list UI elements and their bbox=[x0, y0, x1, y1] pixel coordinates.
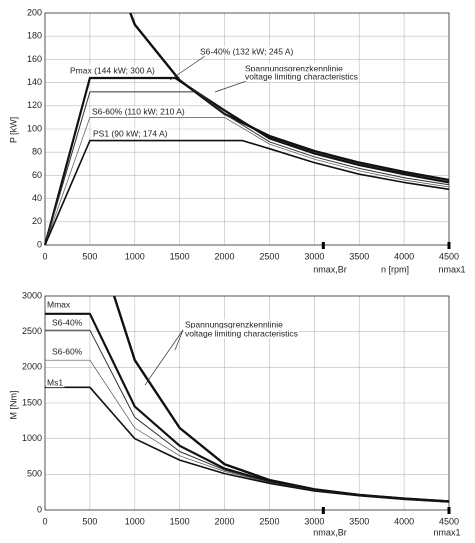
x-tick-label: 500 bbox=[82, 516, 97, 526]
y-tick-label: 20 bbox=[32, 216, 42, 226]
y-tick-label: 80 bbox=[32, 147, 42, 157]
series-line bbox=[45, 359, 450, 503]
annotation: S6-60% (110 kW; 210 A) bbox=[92, 106, 185, 116]
x-marker-label: nmax,Br bbox=[313, 264, 347, 274]
x-tick-label: 2000 bbox=[215, 516, 235, 526]
y-axis-label: P [kW] bbox=[8, 117, 18, 143]
y-tick-label: 2000 bbox=[22, 362, 42, 372]
annotation: PS1 (90 kW; 174 A) bbox=[93, 128, 168, 138]
x-tick-label: 3500 bbox=[349, 251, 369, 261]
y-tick-label: 100 bbox=[27, 123, 42, 133]
y-tick-label: 2500 bbox=[22, 326, 42, 336]
y-tick-label: 140 bbox=[27, 77, 42, 87]
y-axis-label: M [Nm] bbox=[8, 391, 18, 420]
annotation-bg bbox=[51, 317, 84, 328]
x-tick-label: 3000 bbox=[304, 251, 324, 261]
y-tick-label: 0 bbox=[37, 504, 42, 514]
annotation-bg bbox=[46, 299, 72, 310]
x-marker bbox=[447, 242, 451, 249]
y-tick-label: 0 bbox=[37, 239, 42, 249]
series-line bbox=[44, 91, 450, 246]
annotation-bg bbox=[51, 346, 84, 357]
x-tick-label: 1500 bbox=[170, 516, 190, 526]
x-tick-label: 1000 bbox=[125, 251, 145, 261]
x-tick-label: 2500 bbox=[259, 516, 279, 526]
series-line bbox=[45, 329, 450, 503]
y-tick-label: 40 bbox=[32, 193, 42, 203]
annotation-bg bbox=[184, 319, 285, 330]
annotation-bg bbox=[244, 71, 359, 82]
x-marker bbox=[447, 507, 451, 514]
annotation: Spannungsgrenzkennlinie bbox=[185, 319, 283, 329]
x-marker-label: nmax1 bbox=[433, 527, 460, 537]
x-tick-label: 0 bbox=[42, 251, 47, 261]
y-tick-label: 120 bbox=[27, 100, 42, 110]
x-tick-label: 1000 bbox=[125, 516, 145, 526]
annotation: S6-40% bbox=[52, 317, 83, 327]
x-tick-label: 2500 bbox=[259, 251, 279, 261]
x-marker-label: nmax1 bbox=[438, 264, 465, 274]
x-tick-label: 4500 bbox=[439, 251, 459, 261]
x-tick-label: 3500 bbox=[349, 516, 369, 526]
plot-frame bbox=[44, 12, 450, 246]
annotation: S6-60% bbox=[52, 346, 83, 356]
leader-line bbox=[174, 329, 184, 351]
annotation: S6-40% (132 kW; 245 A) bbox=[200, 46, 294, 56]
series-line bbox=[45, 386, 450, 503]
x-tick-label: 500 bbox=[82, 251, 97, 261]
annotation: voltage limiting characteristics bbox=[245, 71, 358, 81]
annotation-bg bbox=[91, 106, 186, 117]
annotation-bg bbox=[46, 377, 65, 388]
annotation: Ms1 bbox=[47, 377, 63, 387]
annotation-bg bbox=[184, 328, 299, 339]
plot-frame bbox=[44, 295, 450, 511]
x-tick-label: 4000 bbox=[394, 516, 414, 526]
leader-line bbox=[144, 329, 184, 386]
series-line bbox=[44, 117, 450, 246]
annotation-bg bbox=[244, 63, 345, 74]
y-tick-label: 160 bbox=[27, 54, 42, 64]
x-tick-label: 4500 bbox=[439, 516, 459, 526]
y-tick-label: 500 bbox=[27, 469, 42, 479]
annotation: voltage limiting characteristics bbox=[185, 328, 298, 338]
annotation: Pmax (144 kW; 300 A) bbox=[70, 65, 155, 75]
y-tick-label: 1500 bbox=[22, 397, 42, 407]
y-tick-label: 180 bbox=[27, 31, 42, 41]
x-marker bbox=[321, 507, 325, 514]
x-tick-label: 1500 bbox=[170, 251, 190, 261]
annotation-bg bbox=[92, 128, 169, 139]
y-tick-label: 1000 bbox=[22, 433, 42, 443]
x-tick-label: 2000 bbox=[215, 251, 235, 261]
y-tick-label: 3000 bbox=[22, 290, 42, 300]
y-tick-label: 60 bbox=[32, 170, 42, 180]
x-tick-label: 3000 bbox=[304, 516, 324, 526]
x-tick-label: 4000 bbox=[394, 251, 414, 261]
annotation-bg bbox=[69, 65, 157, 76]
x-marker bbox=[321, 242, 325, 249]
x-marker-label: nmax,Br bbox=[313, 527, 347, 537]
annotation: Spannungsgrenzkennlinie bbox=[245, 63, 343, 73]
series-line bbox=[129, 12, 450, 182]
y-tick-label: 200 bbox=[27, 7, 42, 17]
x-axis-label: n [rpm] bbox=[381, 264, 409, 274]
x-tick-label: 0 bbox=[42, 516, 47, 526]
annotation-bg bbox=[199, 46, 295, 57]
series-line bbox=[43, 76, 450, 246]
series-line bbox=[44, 139, 450, 246]
annotation: Mmax bbox=[47, 299, 71, 309]
leader-line bbox=[169, 55, 206, 81]
